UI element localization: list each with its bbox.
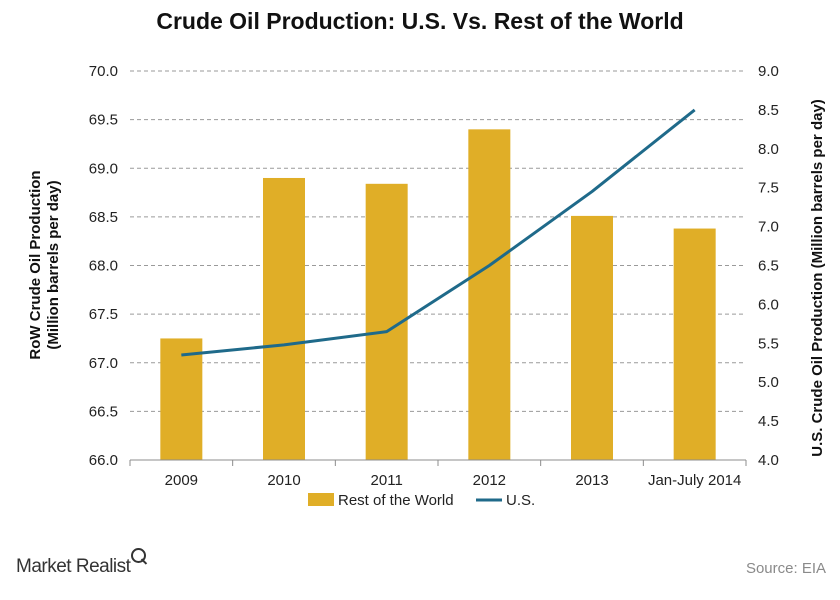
bar (468, 129, 511, 460)
source-note: Source: EIA (745, 560, 826, 577)
y-left-tick-label: 68.5 (89, 209, 118, 226)
us-line (181, 108, 696, 357)
x-tick-label: 2011 (371, 472, 403, 489)
y-right-tick-label: 8.0 (758, 141, 779, 158)
y-right-tick-label: 6.0 (758, 296, 779, 313)
bar (571, 215, 613, 460)
legend-label-row: Rest of the World (338, 492, 454, 509)
y-right-tick-label: 4.0 (758, 452, 779, 469)
y-left-tick-label: 69.5 (89, 112, 118, 129)
y-right-tick-label: 7.0 (758, 219, 779, 236)
y-right-tick-label: 7.5 (758, 180, 779, 197)
x-tick-label: Jan-July 2014 (648, 472, 741, 489)
y-left-tick-label: 66.0 (89, 452, 118, 469)
axes (129, 459, 747, 466)
axis-titles: RoW Crude Oil Production(Million barrels… (27, 99, 826, 457)
line-series (181, 108, 696, 357)
axis-title-line: (Million barrels per day) (45, 180, 62, 349)
y-right-tick-label: 5.5 (758, 335, 779, 352)
bar-series (160, 129, 716, 460)
chart: 66.0 66.5 67.0 67.5 68.0 68.5 69.0 69.5 70.0 4.0 4… (27, 63, 826, 509)
y-left-tick-label: 67.0 (89, 355, 118, 372)
bar (263, 177, 305, 460)
x-tick-label: 2010 (267, 472, 300, 489)
axis-title-line: RoW Crude Oil Production (27, 170, 44, 359)
y-left-tick-label: 69.0 (89, 160, 118, 177)
brand-logo: Market Realist (16, 548, 147, 578)
gridlines (130, 70, 746, 412)
legend-bar-swatch (308, 493, 334, 506)
legend: Rest of the World U.S. (308, 492, 535, 509)
y-left-tick-label: 70.0 (89, 63, 118, 80)
legend-label-us: U.S. (506, 492, 535, 509)
tick-labels: 66.0 66.5 67.0 67.5 68.0 68.5 69.0 69.5 70.0 4.0 4… (89, 63, 779, 489)
y-right-tick-label: 5.0 (758, 374, 779, 391)
y-left-tick-label: 68.0 (89, 258, 118, 275)
bar (160, 338, 203, 460)
bar (673, 228, 716, 460)
x-tick-label: 2012 (473, 472, 506, 489)
y-left-tick-label: 67.5 (89, 306, 118, 323)
brand-name: Market Realist (16, 556, 131, 577)
y-left-tick-label: 66.5 (89, 403, 118, 420)
y-right-tick-label: 4.5 (758, 413, 779, 430)
y-left-axis-title: RoW Crude Oil Production(Million barrels… (27, 170, 62, 359)
chart-title: Crude Oil Production: U.S. Vs. Rest of t… (156, 8, 684, 34)
x-tick-label: 2009 (165, 472, 198, 489)
y-right-tick-label: 9.0 (758, 63, 779, 80)
magnifier-icon (131, 548, 147, 563)
y-right-axis-title: U.S. Crude Oil Production (Million barre… (809, 99, 826, 457)
y-right-tick-label: 6.5 (758, 258, 779, 275)
y-right-tick-label: 8.5 (758, 102, 779, 119)
x-tick-label: 2013 (575, 472, 608, 489)
